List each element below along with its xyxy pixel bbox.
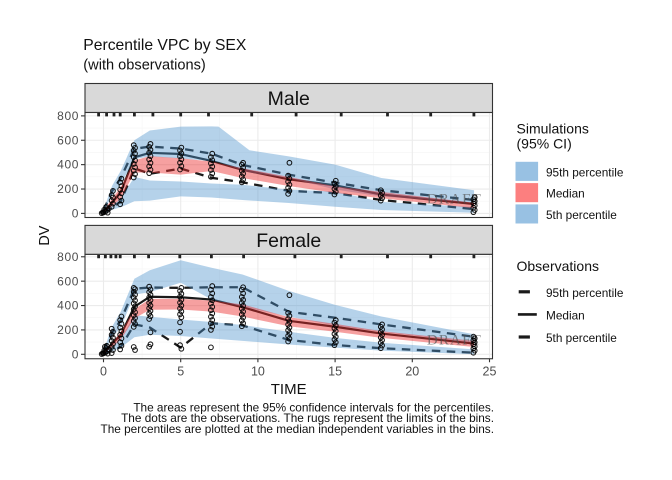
svg-text:Male: Male bbox=[268, 88, 310, 110]
svg-text:Percentile VPC by SEX: Percentile VPC by SEX bbox=[83, 37, 247, 54]
svg-text:Median: Median bbox=[546, 187, 585, 201]
svg-text:600: 600 bbox=[57, 274, 79, 288]
svg-text:5th percentile: 5th percentile bbox=[546, 208, 617, 222]
svg-text:600: 600 bbox=[57, 133, 79, 147]
svg-text:Observations: Observations bbox=[517, 258, 599, 274]
svg-text:25: 25 bbox=[483, 365, 497, 379]
svg-text:The areas represent the 95% co: The areas represent the 95% confidence i… bbox=[133, 400, 494, 414]
svg-text:DRAFT: DRAFT bbox=[427, 333, 482, 349]
svg-text:0: 0 bbox=[72, 207, 79, 221]
svg-text:5th percentile: 5th percentile bbox=[546, 331, 617, 345]
svg-text:5: 5 bbox=[177, 365, 184, 379]
svg-text:(with observations): (with observations) bbox=[83, 58, 205, 74]
svg-text:95th percentile: 95th percentile bbox=[546, 286, 624, 300]
svg-text:20: 20 bbox=[405, 365, 419, 379]
svg-text:400: 400 bbox=[57, 158, 79, 172]
svg-text:Median: Median bbox=[546, 308, 585, 322]
svg-text:95th percentile: 95th percentile bbox=[546, 165, 624, 179]
svg-text:0: 0 bbox=[72, 347, 79, 361]
svg-text:DV: DV bbox=[37, 225, 53, 245]
svg-text:The percentiles are plotted at: The percentiles are plotted at the media… bbox=[101, 422, 495, 436]
svg-text:TIME: TIME bbox=[271, 381, 307, 398]
svg-text:DRAFT: DRAFT bbox=[427, 191, 482, 207]
svg-text:200: 200 bbox=[57, 323, 79, 337]
svg-text:400: 400 bbox=[57, 299, 79, 313]
svg-text:15: 15 bbox=[328, 365, 342, 379]
svg-text:Female: Female bbox=[256, 230, 321, 252]
svg-text:800: 800 bbox=[57, 250, 79, 264]
svg-text:10: 10 bbox=[251, 365, 265, 379]
svg-text:(95% CI): (95% CI) bbox=[517, 136, 572, 152]
svg-text:200: 200 bbox=[57, 182, 79, 196]
svg-text:800: 800 bbox=[57, 109, 79, 123]
svg-text:The dots are the observations.: The dots are the observations. The rugs … bbox=[121, 411, 494, 425]
svg-text:0: 0 bbox=[100, 365, 107, 379]
svg-text:Simulations: Simulations bbox=[517, 120, 589, 136]
